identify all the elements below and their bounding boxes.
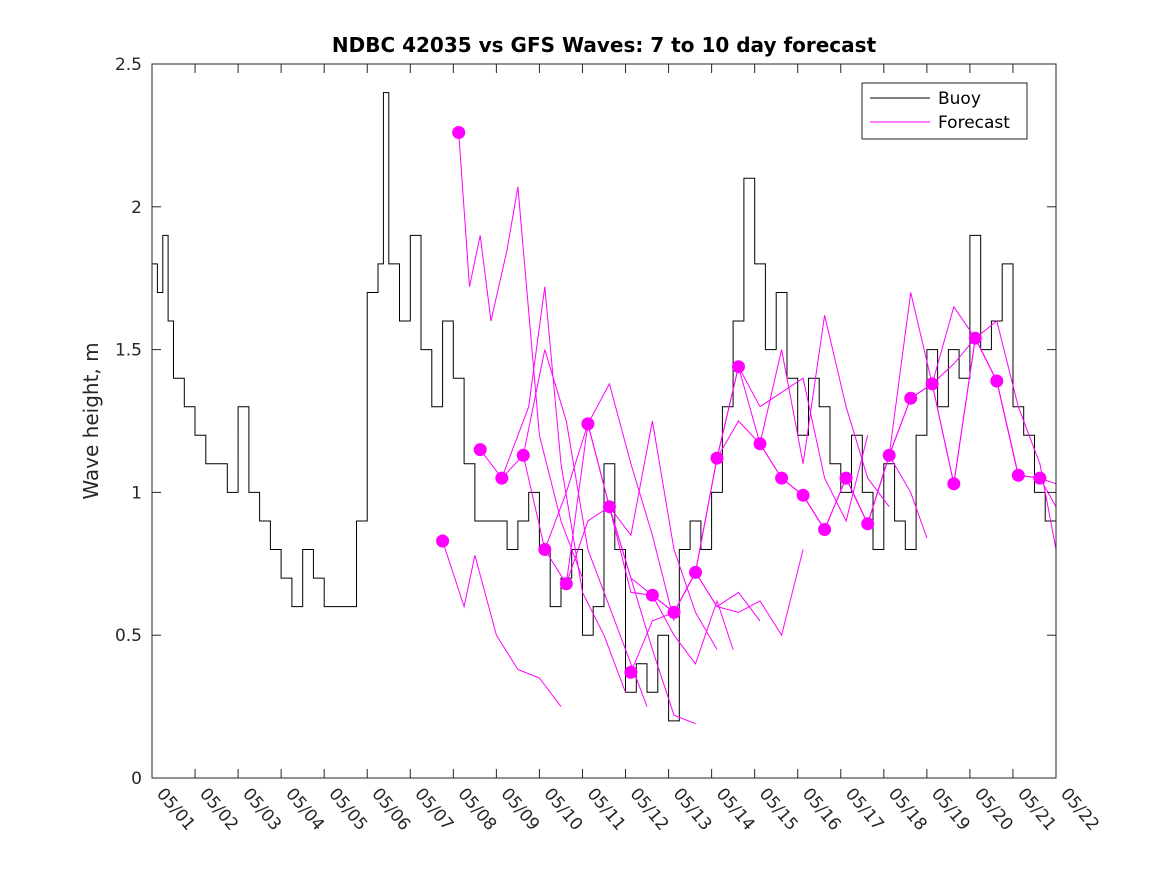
forecast-run-line-10 (630, 549, 804, 673)
x-tick-label: 05/17 (841, 784, 888, 834)
x-tick-label: 05/11 (583, 784, 630, 834)
x-tick-label: 05/04 (281, 784, 328, 834)
forecast-point (538, 543, 552, 556)
forecast-run-line-2 (458, 132, 583, 579)
forecast-point (495, 471, 509, 485)
x-tick-label: 05/16 (798, 784, 845, 834)
x-tick-label: 05/06 (367, 784, 414, 834)
forecast-run-line-5 (522, 382, 675, 622)
forecast-run-line-15 (802, 337, 976, 531)
x-tick-label: 05/01 (152, 784, 199, 834)
y-tick-label: 0 (131, 769, 142, 789)
forecast-run-line-4 (501, 349, 648, 707)
y-axis-label: Wave height, m (79, 342, 103, 499)
forecast-point (925, 377, 939, 391)
forecast-point (796, 488, 810, 502)
forecast-point (516, 448, 530, 462)
forecast-point (645, 588, 659, 602)
x-tick-label: 05/22 (1056, 784, 1103, 834)
legend: Buoy Forecast (861, 82, 1028, 140)
x-tick-label: 05/05 (324, 784, 371, 834)
x-tick-label: 05/19 (927, 784, 974, 834)
plot-content (152, 92, 1057, 725)
forecast-point (947, 477, 961, 491)
forecast-point (667, 605, 681, 619)
forecast-run-line-12 (695, 365, 869, 573)
x-tick-label: 05/10 (540, 784, 587, 834)
forecast-point (775, 471, 789, 485)
forecast-run-line-18 (931, 320, 1057, 550)
y-tick-label: 2 (131, 198, 142, 218)
x-tick-label: 05/12 (626, 784, 673, 834)
forecast-point (904, 391, 918, 405)
forecast-point (732, 360, 745, 374)
x-tick-label: 05/20 (970, 784, 1017, 834)
buoy-series-line (152, 92, 1056, 722)
forecast-point (968, 331, 982, 345)
forecast-point (473, 443, 487, 457)
x-tick-label: 05/18 (884, 784, 931, 834)
forecast-point (1011, 468, 1025, 482)
plot-frame (151, 63, 1057, 779)
forecast-point (452, 126, 466, 139)
x-tick-label: 05/14 (712, 784, 759, 834)
y-tick-label: 0.5 (115, 626, 142, 646)
forecast-run-line-8 (587, 423, 734, 665)
forecast-run-line-1 (442, 540, 562, 707)
x-tick-label: 05/21 (1013, 784, 1060, 834)
legend-box (861, 82, 1028, 140)
forecast-run-line-19 (974, 337, 1057, 485)
forecast-point (861, 517, 875, 531)
x-tick-label: 05/07 (410, 784, 457, 834)
y-tick-label: 1 (131, 483, 142, 503)
forecast-point (818, 523, 832, 536)
forecast-run-line-9 (608, 506, 761, 622)
forecast-point (710, 451, 724, 465)
x-tick-label: 05/13 (669, 784, 716, 834)
forecast-point (689, 565, 702, 579)
forecast-run-line-14 (759, 443, 928, 539)
y-tick-label: 1.5 (115, 341, 142, 361)
forecast-point (581, 417, 595, 431)
forecast-point (839, 471, 853, 485)
legend-buoy-label: Buoy (938, 89, 981, 109)
forecast-point (882, 448, 896, 462)
legend-forecast-label: Forecast (938, 113, 1010, 133)
x-tick-label: 05/02 (195, 784, 242, 834)
forecast-point (990, 374, 1004, 388)
y-tick-label: 2.5 (115, 55, 142, 75)
forecast-point (602, 500, 616, 514)
chart-title: NDBC 42035 vs GFS Waves: 7 to 10 day for… (332, 33, 877, 57)
forecast-point (624, 665, 638, 679)
forecast-run-line-11 (652, 366, 826, 614)
forecast-point (436, 534, 450, 548)
x-tick-label: 05/08 (454, 784, 501, 834)
x-tick-label: 05/09 (497, 784, 544, 834)
forecast-point (1033, 471, 1047, 485)
x-tick-label: 05/03 (238, 784, 285, 834)
forecast-point (559, 577, 573, 591)
forecast-run-line-16 (845, 292, 1019, 526)
forecast-point (753, 437, 767, 451)
forecast-run-line-13 (716, 315, 890, 508)
y-axis: 0 0.5 1 1.5 2 2.5 (115, 55, 1056, 789)
x-tick-label: 05/15 (755, 784, 802, 834)
